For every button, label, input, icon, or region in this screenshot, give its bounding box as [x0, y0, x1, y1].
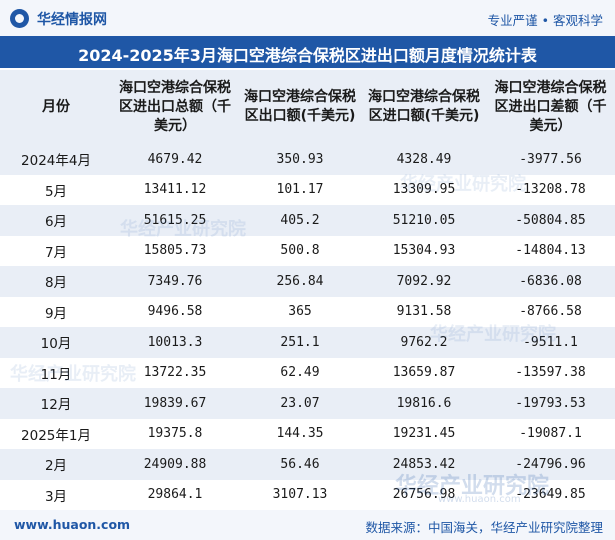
table-header-row: 月份 海口空港综合保税区进出口总额（千美元） 海口空港综合保税区出口额(千美元)… — [0, 70, 615, 144]
table-row: 10月 10013.3 251.1 9762.2 -9511.1 — [0, 327, 615, 358]
watermark-text: 华经产业研究院 — [10, 364, 136, 385]
footer-site-link[interactable]: www.huaon.com — [14, 517, 131, 532]
cell-import: 15304.93 — [392, 243, 456, 259]
cell-month: 11月 — [40, 366, 72, 383]
watermark-text: 华经产业研究院 — [400, 174, 526, 195]
title-bar: 2024-2025年3月海口空港综合保税区进出口额月度情况统计表 — [0, 36, 615, 68]
cell-balance: -24796.96 — [515, 456, 586, 472]
watermark-text: 华经产业研究院 — [430, 324, 556, 345]
header-month: 月份 — [42, 98, 70, 115]
cell-month: 5月 — [44, 183, 68, 200]
cell-total: 13722.35 — [143, 365, 207, 381]
cell-balance: -14804.13 — [515, 243, 586, 259]
cell-balance: -13597.38 — [515, 365, 586, 381]
table-row: 12月 19839.67 23.07 19816.6 -19793.53 — [0, 388, 615, 419]
cell-import: 51210.05 — [392, 212, 456, 228]
cell-balance: -8766.58 — [519, 304, 582, 320]
footer-source: 数据来源：中国海关，华经产业研究院整理 — [365, 520, 603, 535]
table-row: 11月 13722.35 62.49 13659.87 -13597.38 — [0, 358, 615, 389]
cell-total: 10013.3 — [147, 334, 203, 350]
cell-total: 4679.42 — [147, 151, 203, 167]
cell-month: 9月 — [44, 305, 68, 322]
cell-balance: -13208.78 — [515, 182, 586, 198]
table-row: 5月 13411.12 101.17 13309.95 -13208.78 — [0, 175, 615, 206]
table-row: 2025年1月 19375.8 144.35 19231.45 -19087.1 — [0, 419, 615, 450]
cell-import: 13659.87 — [392, 365, 456, 381]
footer-bar: www.huaon.com 数据来源：中国海关，华经产业研究院整理 — [0, 510, 615, 540]
cell-export: 256.84 — [276, 273, 324, 289]
slogan: 专业严谨 • 客观科学 — [487, 13, 603, 28]
cell-month: 12月 — [40, 397, 72, 414]
cell-month: 10月 — [40, 336, 72, 353]
cell-total: 29864.1 — [147, 487, 203, 503]
cell-balance: -3977.56 — [519, 151, 582, 167]
cell-import: 4328.49 — [396, 151, 452, 167]
cell-export: 62.49 — [280, 365, 320, 381]
cell-export: 56.46 — [280, 456, 320, 472]
cell-month: 8月 — [44, 275, 68, 292]
cell-balance: -19087.1 — [519, 426, 582, 442]
cell-export: 350.93 — [276, 151, 324, 167]
watermark-logo-text: 华经产业研究院 — [395, 474, 550, 499]
cell-balance: -9511.1 — [523, 334, 578, 350]
watermark-url: www.huaon.com — [438, 494, 521, 505]
table-row: 9月 9496.58 365 9131.58 -8766.58 — [0, 297, 615, 328]
cell-total: 24909.88 — [143, 456, 207, 472]
table-row: 3月 29864.1 3107.13 26756.98 -23649.85 — [0, 480, 615, 511]
cell-month: 2025年1月 — [21, 427, 91, 444]
cell-total: 19839.67 — [143, 395, 207, 411]
table-row: 2024年4月 4679.42 350.93 4328.49 -3977.56 — [0, 144, 615, 175]
cell-export: 23.07 — [280, 395, 320, 411]
cell-total: 15805.73 — [143, 243, 207, 259]
cell-import: 19816.6 — [396, 395, 452, 411]
header-balance: 海口空港综合保税区进出口差额（千美元） — [494, 79, 607, 134]
cell-total: 7349.76 — [147, 273, 203, 289]
cell-total: 9496.58 — [147, 304, 203, 320]
cell-balance: -19793.53 — [515, 395, 586, 411]
table-row: 2月 24909.88 56.46 24853.42 -24796.96 — [0, 449, 615, 480]
cell-import: 19231.45 — [392, 426, 456, 442]
cell-import: 9762.2 — [400, 334, 448, 350]
cell-month: 2024年4月 — [21, 153, 91, 170]
cell-balance: -23649.85 — [515, 487, 586, 503]
cell-import: 13309.95 — [392, 182, 456, 198]
table-row: 6月 51615.25 405.2 51210.05 -50804.85 — [0, 205, 615, 236]
cell-export: 365 — [288, 304, 312, 320]
brand-name: 华经情报网 — [37, 12, 107, 28]
header-total: 海口空港综合保税区进出口总额（千美元） — [119, 79, 231, 134]
cell-import: 9131.58 — [396, 304, 452, 320]
cell-month: 7月 — [44, 244, 68, 261]
cell-month: 3月 — [44, 488, 68, 505]
table-row: 8月 7349.76 256.84 7092.92 -6836.08 — [0, 266, 615, 297]
header-export: 海口空港综合保税区出口额(千美元) — [244, 89, 356, 124]
cell-import: 7092.92 — [396, 273, 452, 289]
table-row: 7月 15805.73 500.8 15304.93 -14804.13 — [0, 236, 615, 267]
cell-export: 500.8 — [280, 243, 320, 259]
cell-export: 405.2 — [280, 212, 320, 228]
header-import: 海口空港综合保税区进口额(千美元) — [368, 89, 480, 124]
table-title: 2024-2025年3月海口空港综合保税区进出口额月度情况统计表 — [78, 46, 537, 65]
cell-total: 19375.8 — [147, 426, 203, 442]
cell-balance: -6836.08 — [519, 273, 582, 289]
cell-import: 26756.98 — [392, 487, 456, 503]
cell-balance: -50804.85 — [515, 212, 586, 228]
data-table: 月份 海口空港综合保税区进出口总额（千美元） 海口空港综合保税区出口额(千美元)… — [0, 70, 615, 510]
cell-export: 101.17 — [276, 182, 324, 198]
huajing-logo-icon — [10, 9, 29, 28]
cell-import: 24853.42 — [392, 456, 456, 472]
cell-export: 144.35 — [276, 426, 324, 442]
top-bar: 华经情报网 专业严谨 • 客观科学 — [0, 0, 615, 36]
cell-export: 3107.13 — [272, 487, 328, 503]
cell-month: 6月 — [44, 214, 68, 231]
cell-total: 13411.12 — [143, 182, 207, 198]
cell-total: 51615.25 — [143, 212, 207, 228]
cell-export: 251.1 — [280, 334, 320, 350]
cell-month: 2月 — [44, 458, 68, 475]
watermark-text: 华经产业研究院 — [120, 219, 246, 240]
